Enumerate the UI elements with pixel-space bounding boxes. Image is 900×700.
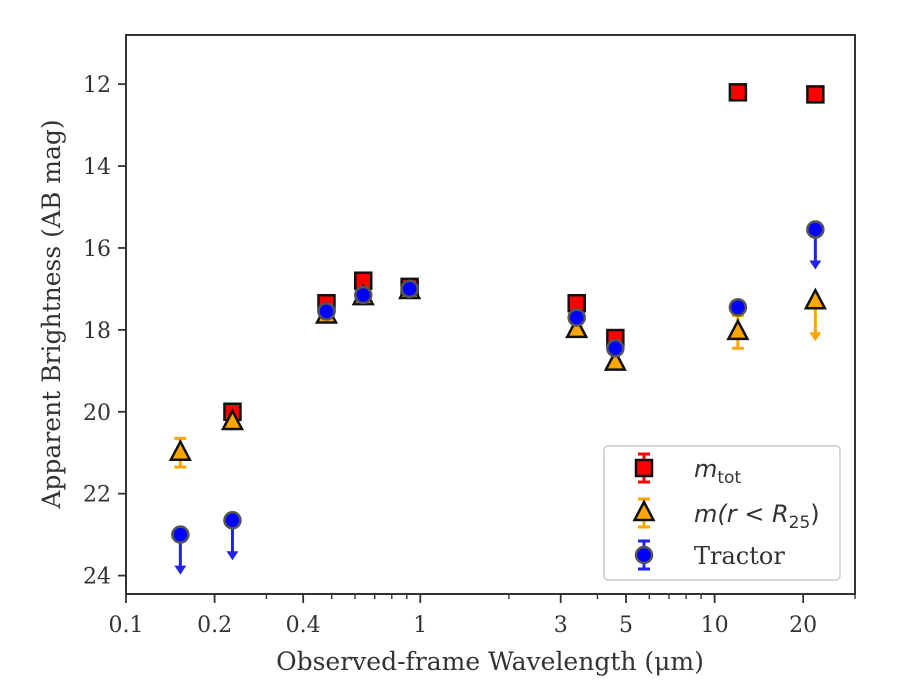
legend-box [603,445,841,581]
x-tick-label: 0.1 [109,613,144,638]
legend-entry: m(r < R25) [632,497,820,533]
data-point [728,83,748,102]
x-tick-label: 20 [789,613,817,638]
data-point [606,339,625,358]
series-2 [171,220,825,575]
legend-marker [634,545,654,565]
legend-marker [632,499,656,522]
x-tick-label: 0.2 [197,613,232,638]
y-tick-label: 20 [83,401,111,426]
data-point [806,220,825,239]
x-tick-label: 0.4 [286,613,321,638]
x-tick-label: 10 [701,613,729,638]
data-point [803,287,827,310]
data-point [223,511,242,530]
upper-limit-arrow-head [226,551,239,561]
x-axis-title: Observed-frame Wavelength (μm) [276,647,704,676]
major-ticks [118,83,805,603]
x-tick-label: 5 [619,613,633,638]
upper-limit-arrow-head [809,260,822,270]
x-tick-label: 1 [413,613,427,638]
data-point [728,298,748,317]
data-point [317,302,336,321]
legend-label: m(r < R25) [694,500,820,533]
data-point [726,318,750,341]
data-point [603,348,627,371]
data-point [565,316,589,339]
data-point [354,285,373,305]
y-tick-label: 18 [83,319,111,344]
series-0 [223,83,825,422]
y-axis-title: Apparent Brightness (AB mag) [37,119,66,509]
plot-marks [168,83,827,575]
plot-frame [125,34,856,595]
data-point [220,408,245,431]
data-point [567,308,586,327]
data-point [806,85,825,104]
series-1 [168,277,827,469]
legend-entry: Tractor [634,539,785,571]
legend-entry: mtot [634,452,741,488]
y-tick-label: 14 [83,155,111,180]
legend-label: mtot [694,455,741,488]
y-tick-label: 22 [83,483,111,508]
data-point [168,439,192,461]
data-point [171,525,190,544]
upper-limit-arrow-head [809,332,822,342]
tick-labels: 0.1 0.2 0.4 1 3 5 10 20 12 14 16 18 20 22 24 [83,73,817,638]
y-tick-label: 16 [83,237,111,262]
y-tick-label: 24 [83,565,111,590]
legend-label: Tractor [694,542,785,570]
y-tick-label: 12 [83,73,111,98]
legend-marker [634,458,654,478]
x-tick-label: 3 [554,613,568,638]
legend: mtot m(r < R25) Tractor [603,445,841,581]
data-point [400,279,419,299]
upper-limit-arrow-head [174,565,187,575]
